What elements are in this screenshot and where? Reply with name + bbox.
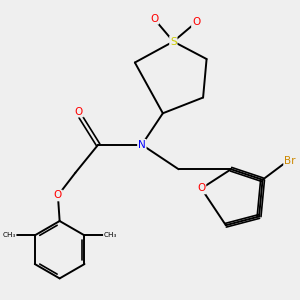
Text: O: O	[197, 184, 206, 194]
Text: O: O	[54, 190, 62, 200]
Text: N: N	[138, 140, 146, 150]
Text: O: O	[75, 106, 83, 116]
Text: CH₃: CH₃	[2, 232, 16, 238]
Text: O: O	[192, 17, 200, 27]
Text: CH₃: CH₃	[104, 232, 117, 238]
Text: S: S	[170, 37, 177, 46]
Text: O: O	[150, 14, 158, 24]
Text: Br: Br	[284, 156, 296, 166]
